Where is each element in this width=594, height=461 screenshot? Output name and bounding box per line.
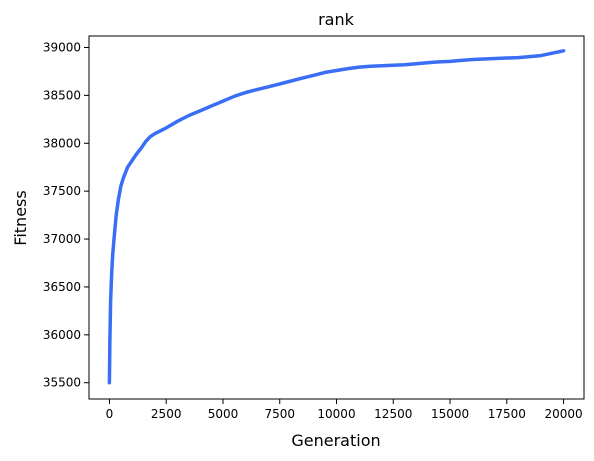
y-tick-label: 38500 — [43, 88, 81, 102]
y-axis: 35500 36000 36500 37000 37500 38000 38500 39000 — [43, 40, 89, 390]
x-tick-label: 5000 — [208, 407, 239, 421]
x-tick-label: 2500 — [151, 407, 182, 421]
y-tick-label: 39000 — [43, 40, 81, 54]
y-tick-label: 35500 — [43, 376, 81, 390]
x-axis: 0 2500 5000 7500 10000 12500 15000 17500 20000 — [106, 399, 583, 421]
x-tick-label: 20000 — [544, 407, 582, 421]
x-tick-label: 15000 — [431, 407, 469, 421]
x-tick-label: 7500 — [264, 407, 295, 421]
x-tick-label: 0 — [106, 407, 114, 421]
x-tick-label: 12500 — [374, 407, 412, 421]
y-tick-label: 36500 — [43, 280, 81, 294]
y-tick-label: 37500 — [43, 184, 81, 198]
y-tick-label: 36000 — [43, 328, 81, 342]
y-axis-label: Fitness — [11, 190, 30, 245]
x-tick-label: 17500 — [488, 407, 526, 421]
y-tick-label: 38000 — [43, 136, 81, 150]
series-line-0 — [107, 49, 566, 385]
plot-content — [107, 49, 566, 385]
y-tick-label: 37000 — [43, 232, 81, 246]
x-axis-label: Generation — [291, 431, 380, 450]
x-tick-label: 10000 — [317, 407, 355, 421]
chart-title: rank — [318, 10, 355, 29]
